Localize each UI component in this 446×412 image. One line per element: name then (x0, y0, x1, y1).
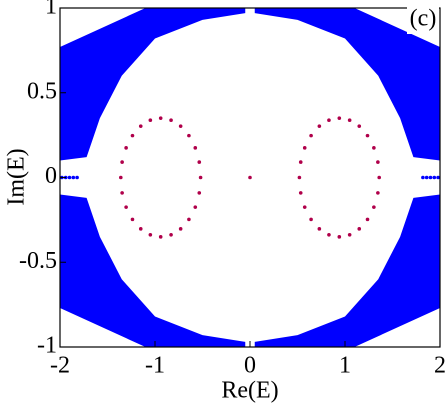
plot-area (60, 8, 440, 347)
y-axis-label: Im(E) (4, 148, 30, 205)
eigenvalue-point (337, 235, 342, 239)
eigenvalue-point (67, 175, 72, 180)
eigenvalue-point (158, 116, 163, 120)
eigenvalue-point (169, 118, 173, 123)
eigenvalue-point (337, 116, 342, 120)
eigenvalue-point (298, 160, 303, 164)
eigenvalue-region (60, 8, 246, 161)
eigenvalue-point (298, 191, 303, 195)
x-tick-label: 1 (339, 353, 351, 379)
eigenvalue-point (120, 191, 124, 195)
eigenvalue-point (432, 175, 437, 180)
eigenvalue-point (193, 146, 198, 150)
eigenvalue-point (124, 205, 128, 209)
eigenvalue-point (327, 118, 331, 123)
eigenvalue-point (377, 175, 382, 180)
eigenvalue-point (347, 118, 352, 123)
eigenvalue-point (197, 160, 202, 164)
eigenvalue-point (169, 232, 173, 237)
eigenvalue-point (148, 118, 153, 123)
eigenvalue-point (436, 175, 440, 180)
eigenvalue-point (317, 227, 322, 231)
eigenvalue-point (309, 133, 313, 138)
eigenvalue-point (372, 146, 376, 150)
eigenvalue-region (254, 194, 440, 347)
eigenvalue-point (130, 133, 135, 138)
eigenvalue-point (138, 227, 143, 231)
eigenvalue-point (309, 217, 313, 222)
eigenvalue-point (376, 160, 380, 164)
eigenvalue-point (327, 232, 331, 237)
eigenvalue-point (193, 205, 198, 209)
panel-label: (c) (410, 6, 437, 32)
eigenvalue-point (178, 227, 183, 231)
eigenvalue-point (138, 124, 143, 128)
y-tick-label: 0.5 (27, 78, 57, 104)
eigenvalue-point (365, 133, 370, 138)
eigenvalue-region (60, 194, 246, 347)
eigenvalue-point (421, 175, 425, 180)
x-tick-label: -1 (145, 353, 165, 379)
x-tick-label: 0 (244, 353, 256, 379)
eigenvalue-point (187, 217, 191, 222)
eigenvalue-point (178, 124, 183, 128)
eigenvalue-point (428, 175, 433, 180)
eigenvalue-point (365, 217, 370, 222)
eigenvalue-point (302, 205, 307, 209)
eigenvalue-region (254, 8, 440, 161)
x-tick-label: 2 (434, 353, 446, 379)
y-tick-label: -1 (37, 333, 57, 359)
eigenvalue-point (424, 175, 429, 180)
eigenvalue-point (158, 235, 163, 239)
x-axis-label: Re(E) (221, 378, 278, 404)
eigenvalue-point (197, 191, 202, 195)
eigenvalue-point (248, 175, 252, 180)
eigenvalue-point (302, 146, 307, 150)
label-box (407, 6, 439, 34)
eigenvalue-point (297, 175, 302, 180)
eigenvalue-point (120, 160, 124, 164)
eigenvalue-point (198, 175, 203, 180)
eigenvalue-point (376, 191, 380, 195)
eigenvalue-point (357, 124, 362, 128)
y-tick-label: -0.5 (19, 248, 57, 274)
eigenvalue-point (187, 133, 191, 138)
y-tick-label: 1 (45, 0, 57, 20)
eigenvalue-point (372, 205, 376, 209)
eigenvalue-point (124, 146, 128, 150)
eigenvalue-point (130, 217, 135, 222)
eigenvalue-point (75, 175, 79, 180)
eigenvalue-point (148, 232, 153, 237)
eigenvalue-point (119, 175, 123, 180)
eigenvalue-point (71, 175, 76, 180)
eigenvalue-point (317, 124, 322, 128)
eigenvalue-point (357, 227, 362, 231)
x-tick-label: -2 (50, 353, 70, 379)
y-tick-label: 0 (45, 163, 57, 189)
eigenvalue-point (347, 232, 352, 237)
